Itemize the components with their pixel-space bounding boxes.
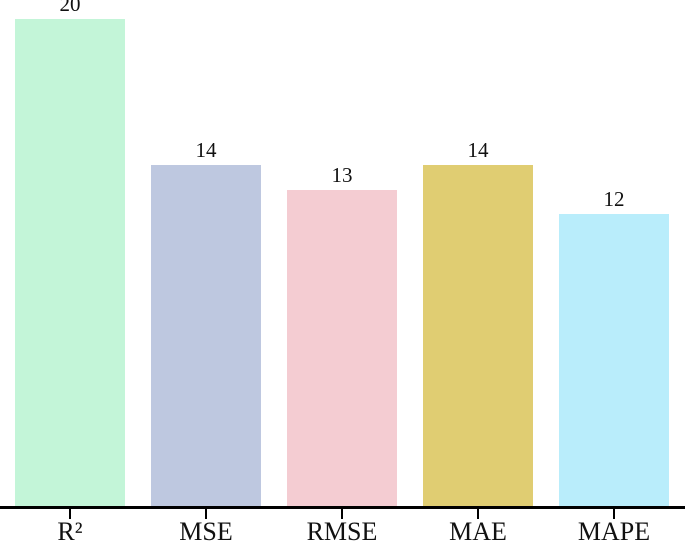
- x-axis-tick: [341, 509, 343, 519]
- bar-mae: 14: [423, 140, 533, 506]
- x-axis-line: [0, 506, 685, 509]
- bar-value-label: 14: [467, 138, 489, 162]
- bar-r2: 20: [15, 0, 125, 506]
- x-axis-labels: R² MSE RMSE MAE MAPE: [0, 517, 685, 547]
- bar-mape: 12: [559, 189, 669, 506]
- x-axis-tick-slot: [287, 509, 397, 519]
- x-axis-tick-slot: [559, 509, 669, 519]
- bar-mse: 14: [151, 140, 261, 506]
- x-axis-label-rmse: RMSE: [306, 517, 378, 546]
- x-axis-tick: [69, 509, 71, 519]
- x-axis-ticks: [0, 509, 685, 519]
- x-axis-label-mae: MAE: [449, 517, 507, 546]
- x-axis-tick-slot: [423, 509, 533, 519]
- bar-value-label: 14: [195, 138, 217, 162]
- bar-rmse: 13: [287, 165, 397, 506]
- plot-area: 20 14 13 14 12: [15, 0, 669, 506]
- x-axis-label-mape: MAPE: [577, 517, 651, 546]
- x-axis-tick-slot: [15, 509, 125, 519]
- x-axis-tick: [613, 509, 615, 519]
- x-axis-tick: [477, 509, 479, 519]
- bar-value-label: 20: [59, 0, 81, 16]
- x-axis-label-mse: MSE: [179, 517, 233, 546]
- x-axis-tick: [205, 509, 207, 519]
- x-axis-label-r2: R²: [57, 517, 83, 546]
- x-axis-tick-slot: [151, 509, 261, 519]
- bar-value-label: 12: [603, 187, 625, 211]
- bar-value-label: 13: [331, 163, 353, 187]
